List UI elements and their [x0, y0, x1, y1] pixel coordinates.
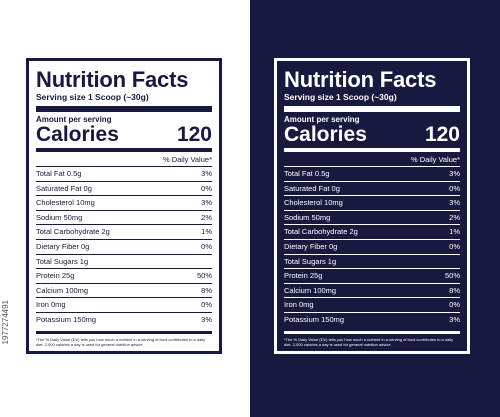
nutrient-row: Iron 0mg 0% — [36, 297, 212, 312]
nutrient-name: Dietary Fiber 0g — [284, 241, 338, 251]
nutrient-name: Sodium 50mg — [284, 212, 331, 222]
nutrient-dv: 0% — [201, 183, 212, 193]
nutrient-list: Total Fat 0.5g 3% Saturated Fat 0g 0% Chol… — [36, 166, 212, 327]
daily-value-header: % Daily Value* — [162, 155, 212, 164]
nutrient-name: Iron 0mg — [36, 300, 66, 310]
nutrition-label-dark: Nutrition Facts Serving size 1 Scoop (~3… — [274, 58, 470, 354]
nutrient-dv: 1% — [449, 227, 460, 237]
nutrient-dv: 1% — [201, 227, 212, 237]
label-title: Nutrition Facts — [36, 67, 189, 92]
calories-value: 120 — [176, 123, 212, 146]
nutrient-dv: 3% — [449, 198, 460, 208]
nutrient-name: Protein 25g — [284, 271, 323, 281]
nutrient-dv: 3% — [201, 314, 212, 324]
serving-size: Serving size 1 Scoop (~30g) — [36, 92, 149, 102]
nutrient-row: Cholesterol 10mg 3% — [284, 195, 460, 210]
nutrient-row: Dietary Fiber 0g 0% — [36, 238, 212, 254]
medium-divider — [36, 148, 212, 152]
daily-value-footnote: *The % Daily Value (DV) tells you how mu… — [284, 330, 460, 348]
nutrient-name: Cholesterol 10mg — [36, 198, 95, 208]
daily-value-header: % Daily Value* — [410, 155, 460, 164]
nutrient-dv: 3% — [449, 169, 460, 178]
thick-divider — [284, 106, 460, 112]
nutrient-row: Protein 25g 50% — [36, 268, 212, 283]
nutrient-row: Calcium 100mg 8% — [284, 282, 460, 298]
nutrient-row: Total Fat 0.5g 3% — [36, 166, 212, 181]
nutrient-name: Total Fat 0.5g — [284, 169, 330, 178]
nutrient-name: Cholesterol 10mg — [284, 198, 343, 208]
nutrient-row: Dietary Fiber 0g 0% — [284, 238, 460, 254]
nutrient-row: Saturated Fat 0g 0% — [36, 180, 212, 196]
nutrient-name: Saturated Fat 0g — [284, 183, 340, 193]
nutrient-name: Calcium 100mg — [36, 285, 89, 295]
nutrition-label-light: Nutrition Facts Serving size 1 Scoop (~3… — [26, 58, 222, 354]
daily-value-footnote: *The % Daily Value (DV) tells you how mu… — [36, 330, 212, 348]
nutrient-row: Saturated Fat 0g 0% — [284, 180, 460, 196]
nutrient-dv: 3% — [201, 169, 212, 178]
nutrient-name: Dietary Fiber 0g — [36, 241, 90, 251]
calories-row: Calories 120 — [36, 124, 212, 146]
nutrient-name: Total Sugars 1g — [36, 256, 89, 266]
nutrient-dv: 2% — [449, 212, 460, 222]
nutrient-name: Iron 0mg — [284, 300, 314, 310]
nutrient-row: Potassium 150mg 3% — [284, 311, 460, 327]
nutrient-row: Cholesterol 10mg 3% — [36, 195, 212, 210]
nutrient-dv: 0% — [201, 241, 212, 251]
nutrient-row: Calcium 100mg 8% — [36, 282, 212, 298]
nutrient-dv: 50% — [444, 271, 460, 281]
nutrient-dv: 0% — [201, 300, 212, 310]
nutrient-row: Iron 0mg 0% — [284, 297, 460, 312]
nutrient-dv: 3% — [449, 314, 460, 324]
nutrient-dv: 0% — [449, 300, 460, 310]
nutrient-dv: 0% — [449, 241, 460, 251]
nutrient-name: Calcium 100mg — [284, 285, 337, 295]
nutrient-row: Total Sugars 1g — [284, 253, 460, 269]
nutrient-name: Total Carbohydrate 2g — [284, 227, 358, 237]
nutrient-row: Potassium 150mg 3% — [36, 311, 212, 327]
nutrient-name: Saturated Fat 0g — [36, 183, 92, 193]
nutrient-name: Potassium 150mg — [36, 314, 97, 324]
nutrient-row: Total Sugars 1g — [36, 253, 212, 269]
calories-label: Calories — [284, 123, 367, 146]
nutrient-row: Protein 25g 50% — [284, 268, 460, 283]
medium-divider — [284, 148, 460, 152]
nutrient-name: Total Sugars 1g — [284, 256, 337, 266]
nutrient-row: Total Carbohydrate 2g 1% — [284, 224, 460, 239]
calories-row: Calories 120 — [284, 124, 460, 146]
nutrient-dv: 2% — [201, 212, 212, 222]
thick-divider — [36, 106, 212, 112]
nutrient-row: Total Carbohydrate 2g 1% — [36, 224, 212, 239]
nutrient-row: Sodium 50mg 2% — [36, 209, 212, 225]
nutrient-dv: 8% — [201, 285, 212, 295]
nutrient-list: Total Fat 0.5g 3% Saturated Fat 0g 0% Chol… — [284, 166, 460, 327]
nutrient-name: Total Fat 0.5g — [36, 169, 82, 178]
nutrient-name: Total Carbohydrate 2g — [36, 227, 110, 237]
nutrient-name: Protein 25g — [36, 271, 75, 281]
label-title: Nutrition Facts — [284, 67, 437, 92]
calories-value: 120 — [424, 123, 460, 146]
nutrient-name: Potassium 150mg — [284, 314, 345, 324]
stock-id-text: 1977274491 — [1, 300, 10, 345]
nutrient-dv: 0% — [449, 183, 460, 193]
nutrient-dv: 8% — [449, 285, 460, 295]
nutrient-dv: 3% — [201, 198, 212, 208]
nutrient-row: Total Fat 0.5g 3% — [284, 166, 460, 181]
calories-label: Calories — [36, 123, 119, 146]
serving-size: Serving size 1 Scoop (~30g) — [284, 92, 397, 102]
amount-per-serving: Amount per serving — [36, 115, 112, 124]
nutrient-name: Sodium 50mg — [36, 212, 83, 222]
nutrient-dv: 50% — [196, 271, 212, 281]
nutrient-row: Sodium 50mg 2% — [284, 209, 460, 225]
amount-per-serving: Amount per serving — [284, 115, 360, 124]
